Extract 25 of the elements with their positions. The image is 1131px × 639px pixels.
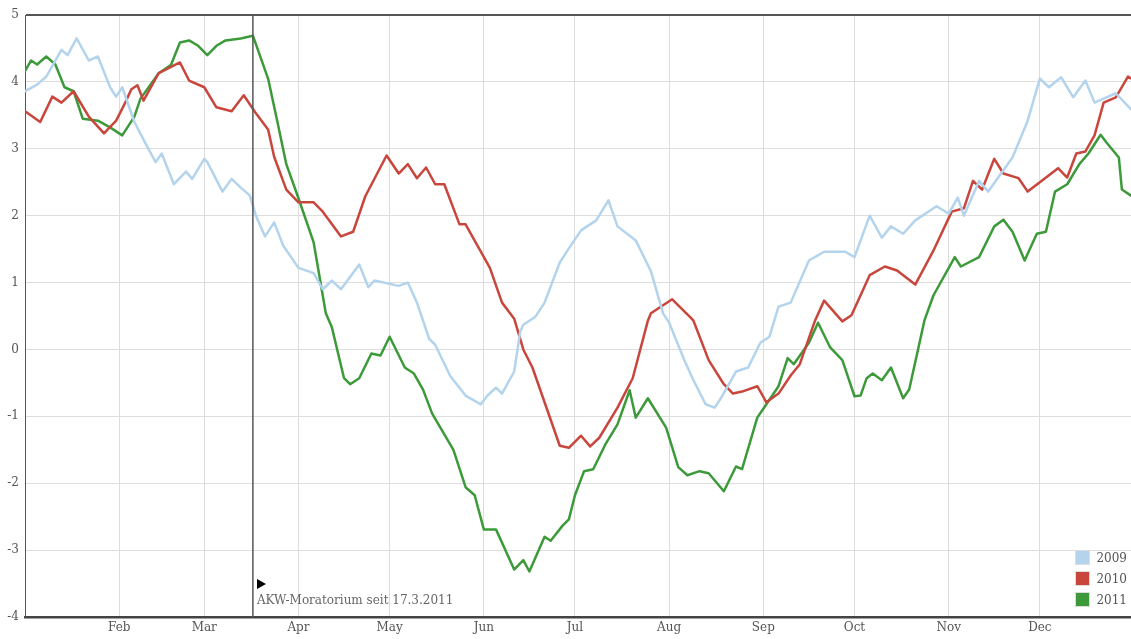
x-tick-label: Apr bbox=[286, 620, 310, 635]
ref-line-label: AKW-Moratorium seit 17.3.2011 bbox=[255, 593, 454, 607]
y-tick-label: 4 bbox=[11, 74, 20, 89]
y-tick-label: 5 bbox=[11, 7, 19, 22]
x-tick-label: Sep bbox=[751, 620, 776, 635]
x-tick-label: Oct bbox=[843, 620, 866, 635]
y-tick-label: -2 bbox=[7, 475, 19, 490]
x-tick-label: Aug bbox=[656, 620, 682, 635]
x-tick-label: Jun bbox=[471, 620, 495, 635]
y-tick-label: 3 bbox=[11, 140, 19, 155]
x-tick-label: Jul bbox=[564, 620, 584, 635]
legend-label: 2009 bbox=[1096, 550, 1127, 565]
y-tick-label: -3 bbox=[7, 542, 19, 557]
x-tick-label: Feb bbox=[107, 620, 131, 635]
x-tick-label: May bbox=[376, 620, 403, 635]
y-tick-label: 1 bbox=[11, 274, 19, 289]
x-tick-label: Mar bbox=[191, 620, 218, 635]
y-tick-label: 0 bbox=[11, 341, 19, 356]
y-tick-label: 2 bbox=[11, 207, 19, 222]
y-tick-label: -1 bbox=[7, 408, 19, 423]
x-tick-label: Nov bbox=[936, 620, 962, 635]
legend-label: 2010 bbox=[1096, 571, 1127, 586]
y-tick-label: -4 bbox=[7, 609, 20, 624]
x-tick-label: Dec bbox=[1028, 620, 1052, 635]
legend-label: 2011 bbox=[1096, 592, 1127, 607]
